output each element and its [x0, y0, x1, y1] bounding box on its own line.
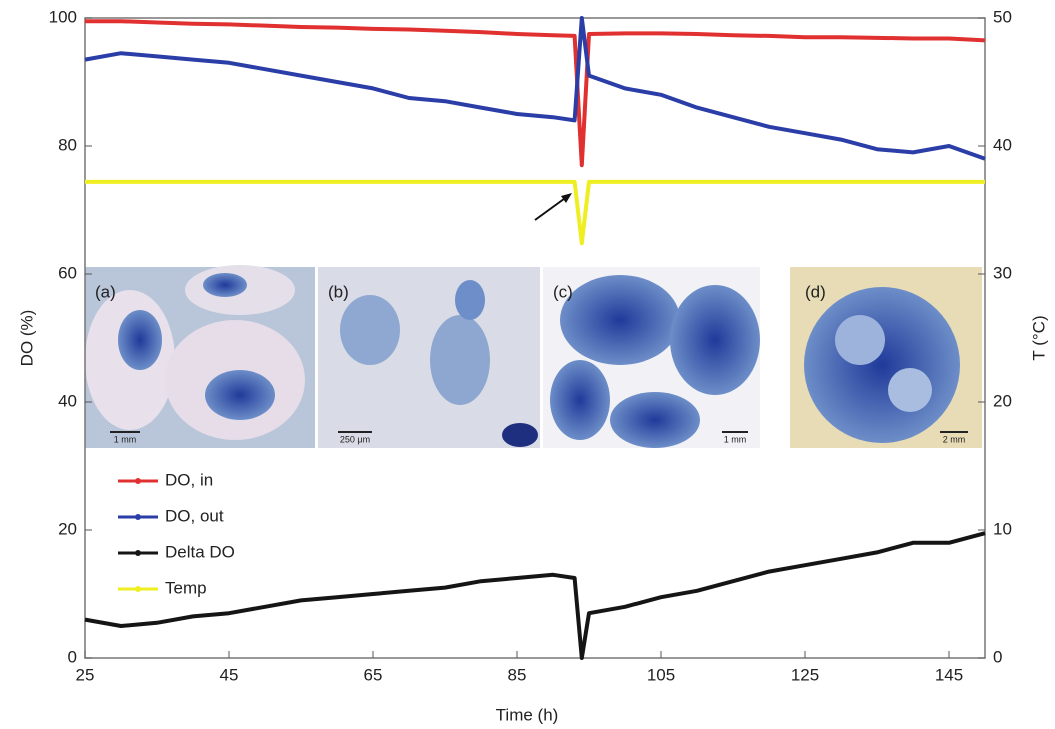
series-line [85, 179, 985, 246]
series-line [84, 16, 986, 161]
x-tick-label: 105 [647, 665, 675, 684]
legend-label: DO, in [165, 470, 213, 489]
inset-label: (a) [95, 282, 116, 301]
y2-tick-label: 40 [993, 135, 1012, 154]
y-axis-label: DO (%) [17, 310, 36, 367]
y-tick-label: 60 [58, 263, 77, 282]
y-tick-label: 80 [58, 135, 77, 154]
x-tick-label: 145 [935, 665, 963, 684]
arrow [534, 195, 569, 221]
y-tick-label: 40 [58, 391, 77, 410]
y2-tick-label: 50 [993, 7, 1012, 26]
legend-label: Delta DO [165, 542, 235, 561]
y2-axis-label: T (°C) [1029, 315, 1048, 360]
legend-marker [135, 550, 141, 556]
y-tick-label: 20 [58, 519, 77, 538]
inset-c: (c) 1 mm [543, 267, 760, 448]
legend-marker [135, 586, 141, 592]
y2-tick-label: 20 [993, 391, 1012, 410]
x-axis-label: Time (h) [496, 705, 559, 724]
legend-label: Temp [165, 578, 207, 597]
inset-label: (b) [328, 282, 349, 301]
x-tick-label: 65 [364, 665, 383, 684]
legend-marker [135, 514, 141, 520]
x-tick-label: 125 [791, 665, 819, 684]
legend: DO, in DO, out Delta DO Temp [118, 470, 235, 597]
plot-frame [84, 17, 986, 659]
scale-label: 250 μm [340, 434, 370, 444]
x-tick-label: 45 [220, 665, 239, 684]
series-line [85, 19, 986, 168]
inset-label: (d) [805, 282, 826, 301]
y2-tick-label: 30 [993, 263, 1012, 282]
scale-label: 1 mm [724, 434, 747, 444]
x-tick-label: 85 [508, 665, 527, 684]
legend-marker [135, 478, 141, 484]
arrow-head [561, 193, 572, 203]
series-line [84, 531, 986, 660]
x-tick-label: 25 [76, 665, 95, 684]
y-tick-label: 100 [49, 7, 77, 26]
y-tick-label: 0 [68, 647, 77, 666]
y2-tick-label: 0 [993, 647, 1002, 666]
inset-a: (a) 1 mm [85, 265, 315, 448]
inset-d: (d) 2 mm [790, 267, 982, 448]
scale-label: 1 mm [114, 434, 137, 444]
scale-label: 2 mm [943, 434, 966, 444]
inset-label: (c) [553, 282, 573, 301]
legend-label: DO, out [165, 506, 224, 525]
inset-b: (b) 250 μm [318, 267, 540, 448]
y2-tick-label: 10 [993, 519, 1012, 538]
